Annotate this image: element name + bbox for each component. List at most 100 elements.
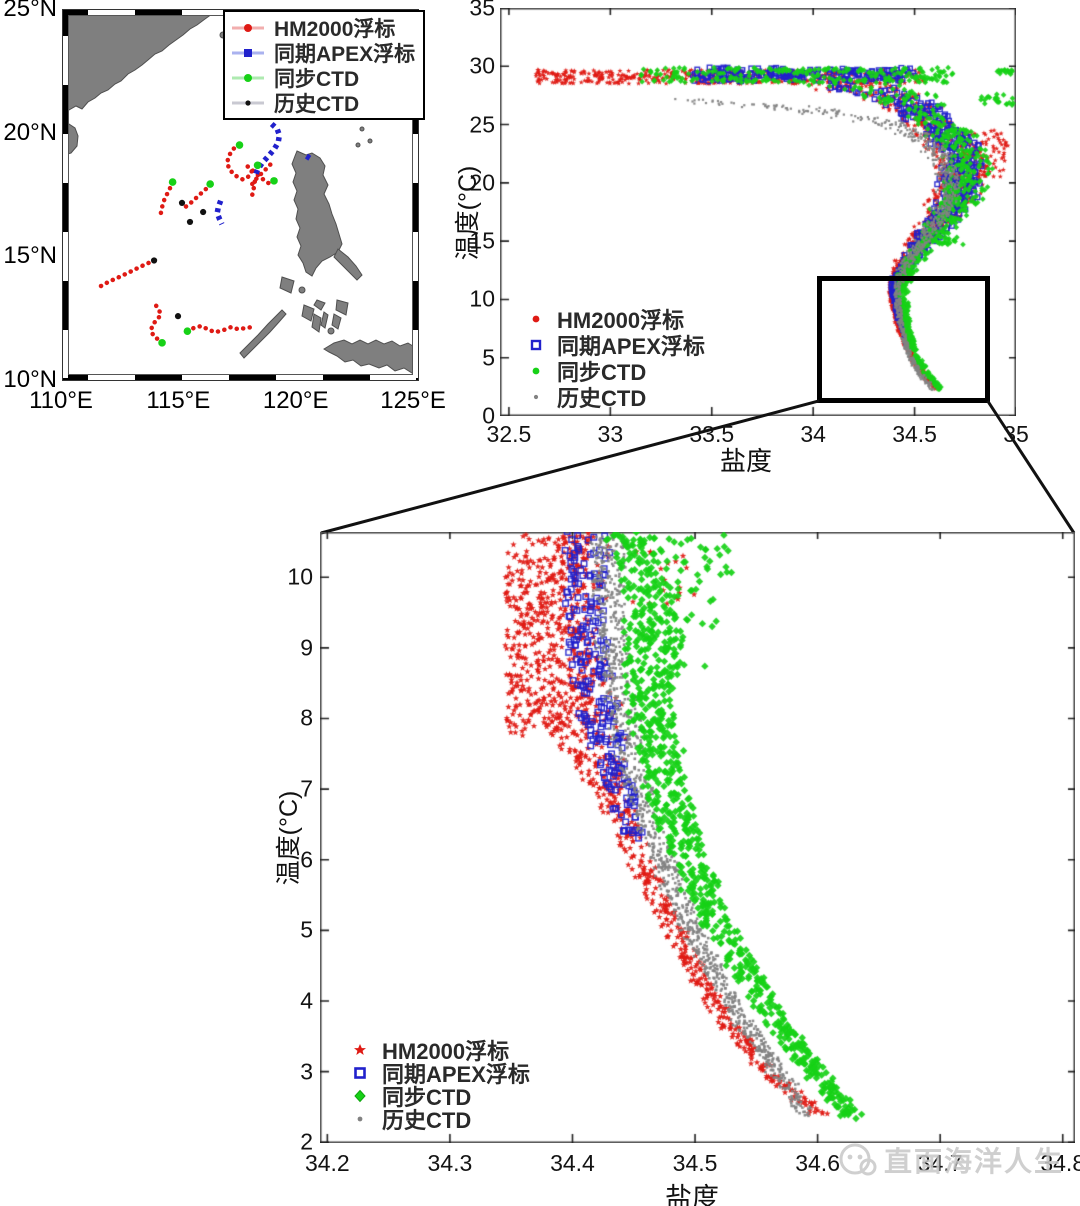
ts-x-tick-label: 34 [800, 421, 826, 447]
zoom-y-tick-label: 6 [300, 846, 313, 873]
ts-x-tick-label: 32.5 [486, 421, 532, 447]
ctd-station-dot [253, 161, 262, 170]
map-lon-tick-label: 125°E [380, 387, 446, 414]
zoom-y-tick-label: 3 [300, 1058, 313, 1085]
historical-ctd-dot [178, 199, 186, 206]
zoom-legend: HM2000浮标 同期APEX浮标 同步CTD 历史CTD [347, 1038, 530, 1133]
zoom-xlabel: 盐度 [665, 1183, 719, 1206]
float-track-red [158, 179, 175, 221]
ctd-station-dot [206, 180, 214, 188]
ts-y-tick-label: 30 [469, 52, 495, 79]
ts-x-tick-label: 35 [1003, 421, 1029, 447]
green-line-dot-marker-icon [232, 73, 264, 82]
map-panel: HM2000浮标 同期APEX浮标 同步CTD 历史CTD [0, 0, 460, 420]
map-lon-tick-label: 115°E [146, 387, 211, 414]
black-line-dot-marker-icon [232, 99, 264, 106]
zoom-y-tick-label: 9 [300, 634, 313, 661]
mindoro-island [279, 276, 295, 294]
float-track-red [185, 323, 255, 335]
historical-ctd-dot [174, 313, 182, 320]
legend-entry-sync-ctd: 同步CTD [347, 1084, 530, 1110]
zoom-y-tick-label: 10 [287, 563, 313, 590]
legend-entry-sync-ctd: 同步CTD [231, 65, 417, 91]
red-dot-marker-icon [532, 315, 540, 323]
zoom-x-tick-label: 34.2 [304, 1150, 350, 1176]
legend-entry-sync-ctd: 同步CTD [524, 358, 705, 385]
legend-label-hist-ctd: 历史CTD [382, 1107, 472, 1133]
zoom-y-tick-label: 2 [300, 1128, 313, 1155]
zoom-x-tick-label: 34.4 [550, 1150, 595, 1176]
green-diamond-marker-icon [354, 1089, 366, 1102]
legend-entry-hm2000: HM2000浮标 [231, 15, 417, 41]
legend-entry-hm2000: HM2000浮标 [347, 1038, 530, 1064]
map-legend: HM2000浮标 同期APEX浮标 同步CTD 历史CTD [223, 10, 425, 120]
map-lat-tick-label: 20°N [3, 118, 57, 146]
ts-y-tick-label: 0 [482, 402, 495, 429]
legend-entry-apex: 同期APEX浮标 [231, 40, 417, 66]
legend-entry-hist-ctd: 历史CTD [347, 1107, 530, 1133]
bicol-peninsula [333, 248, 363, 281]
blue-line-square-marker-icon [232, 48, 264, 57]
legend-label-hm2000: HM2000浮标 [382, 1038, 510, 1064]
legend-label-sync-ctd: 同步CTD [382, 1084, 472, 1110]
ts-x-tick-label: 33 [597, 421, 624, 447]
ts-scatter-canvas [500, 8, 1016, 416]
legend-label-hist-ctd: 历史CTD [557, 386, 647, 411]
legend-entry-apex: 同期APEX浮标 [524, 332, 705, 359]
ctd-station-dot [235, 141, 244, 149]
luzon-island [291, 150, 343, 277]
zoom-x-tick-label: 34.5 [672, 1150, 718, 1176]
map-lon-tick-label: 120°E [262, 387, 329, 414]
zoom-y-tick-label: 7 [300, 775, 313, 802]
legend-label-apex: 同期APEX浮标 [382, 1061, 530, 1087]
zoom-x-tick-label: 34.7 [917, 1150, 963, 1176]
ts-y-tick-label: 35 [469, 0, 495, 21]
mindanao-island [323, 339, 419, 376]
float-tracks-group [98, 121, 315, 347]
map-lat-tick-label: 15°N [3, 242, 57, 270]
legend-entry-hm2000: HM2000浮标 [524, 306, 705, 333]
ts-legend: HM2000浮标 同期APEX浮标 同步CTD 历史CTD [524, 306, 705, 411]
zoom-y-tick-label: 5 [300, 916, 313, 943]
blue-open-square-marker-icon [530, 339, 542, 351]
ts-x-tick-label: 33.5 [689, 421, 735, 447]
green-dot-marker-icon [532, 367, 540, 375]
legend-entry-apex: 同期APEX浮标 [347, 1061, 530, 1087]
gray-dot-marker-icon [533, 394, 539, 400]
zoom-region-box [817, 276, 990, 403]
legend-entry-hist-ctd: 历史CTD [524, 384, 705, 411]
ts-y-tick-label: 5 [482, 344, 495, 371]
red-line-dot-marker-icon [232, 23, 264, 32]
float-track-blue [304, 153, 315, 163]
float-track-red [249, 179, 258, 199]
map-lat-tick-label: 25°N [3, 0, 57, 22]
connector-line-right [986, 400, 1076, 534]
zoom-x-tick-label: 34.6 [795, 1150, 840, 1176]
float-track-red [245, 164, 277, 187]
historical-ctd-dot [186, 218, 194, 226]
ts-y-tick-label: 10 [469, 285, 495, 312]
ctd-station-dot [183, 327, 192, 336]
float-track-red [224, 142, 255, 183]
palawan-island [239, 309, 287, 359]
historical-ctd-dot [150, 257, 158, 264]
float-track-red [98, 257, 161, 289]
legend-label-hm2000: HM2000浮标 [274, 17, 396, 41]
ts-y-tick-label: 25 [469, 111, 495, 138]
legend-label-sync-ctd: 同步CTD [274, 67, 360, 91]
watermark-logo-icon [839, 1143, 877, 1176]
float-track-red [179, 181, 213, 212]
historical-ctd-dot [200, 208, 207, 216]
gray-dot-marker-icon [357, 1116, 363, 1121]
map-lon-tick-label: 110°E [29, 387, 93, 414]
legend-label-apex: 同期APEX浮标 [274, 42, 416, 66]
float-track-blue [252, 121, 283, 177]
ctd-station-dot [270, 177, 278, 185]
blue-open-square-marker-icon [354, 1066, 366, 1079]
legend-label-hist-ctd: 历史CTD [274, 92, 360, 116]
legend-label-apex: 同期APEX浮标 [557, 334, 705, 359]
legend-label-hm2000: HM2000浮标 [557, 308, 685, 333]
zoom-x-tick-label: 34.8 [1040, 1150, 1080, 1176]
ctd-station-dot [168, 178, 177, 186]
